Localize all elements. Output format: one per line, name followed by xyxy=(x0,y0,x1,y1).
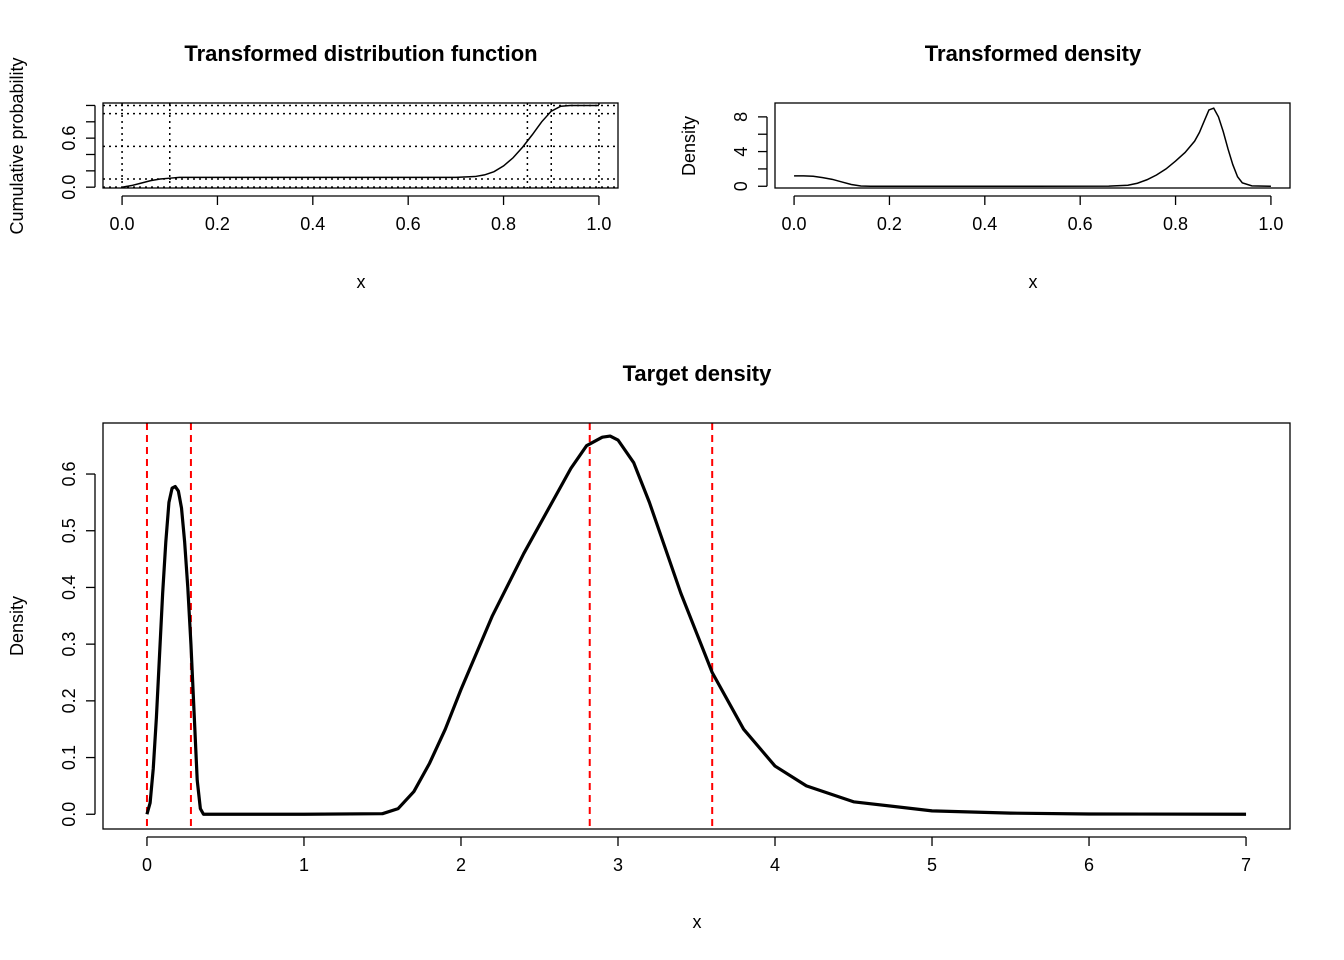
target-y-tick-label-5: 0.5 xyxy=(59,518,79,543)
tdens-y-tick-label-4: 8 xyxy=(731,112,751,122)
cdf-y-label: Cumulative probability xyxy=(7,57,27,234)
cdf-x-tick-label-2: 0.4 xyxy=(300,214,325,234)
cdf-title: Transformed distribution function xyxy=(184,41,537,66)
cdf-x-tick-label-0: 0.0 xyxy=(110,214,135,234)
tdens-x-tick-label-2: 0.4 xyxy=(972,214,997,234)
cdf-panel: Transformed distribution function 0.0 0.2… xyxy=(7,41,619,292)
tdens-x-axis: 0.0 0.2 0.4 0.6 0.8 1.0 xyxy=(782,195,1283,234)
tdens-x-tick-label-3: 0.6 xyxy=(1068,214,1093,234)
tdens-title: Transformed density xyxy=(925,41,1142,66)
target-x-tick-label-7: 7 xyxy=(1241,855,1251,875)
target-y-tick-label-6: 0.6 xyxy=(59,462,79,487)
target-x-label: x xyxy=(693,912,702,932)
target-y-tick-label-2: 0.2 xyxy=(59,688,79,713)
cdf-x-axis: 0.0 0.2 0.4 0.6 0.8 1.0 xyxy=(110,195,611,234)
cdf-y-axis: 0.0 0.6 xyxy=(59,104,96,200)
tdens-y-tick-label-0: 0 xyxy=(731,181,751,191)
tdens-plot-frame xyxy=(774,102,1291,189)
target-x-tick-label-4: 4 xyxy=(770,855,780,875)
cdf-y-tick-label-3: 0.6 xyxy=(59,126,79,151)
target-plot-frame xyxy=(102,422,1291,830)
cdf-plot-frame xyxy=(102,102,619,189)
target-vlines xyxy=(145,423,714,829)
cdf-x-tick-label-5: 1.0 xyxy=(586,214,611,234)
target-series-line xyxy=(145,434,1247,816)
target-x-tick-label-5: 5 xyxy=(927,855,937,875)
tdens-x-tick-label-0: 0.0 xyxy=(782,214,807,234)
cdf-x-tick-label-3: 0.6 xyxy=(396,214,421,234)
tdens-x-tick-label-5: 1.0 xyxy=(1258,214,1283,234)
target-x-tick-label-2: 2 xyxy=(456,855,466,875)
target-x-tick-label-1: 1 xyxy=(299,855,309,875)
cdf-x-tick-label-1: 0.2 xyxy=(205,214,230,234)
tdens-x-tick-label-4: 0.8 xyxy=(1163,214,1188,234)
target-y-tick-label-1: 0.1 xyxy=(59,745,79,770)
target-y-axis: 0.0 0.1 0.2 0.3 0.4 0.5 0.6 xyxy=(59,462,96,827)
cdf-x-tick-label-4: 0.8 xyxy=(491,214,516,234)
target-title: Target density xyxy=(623,361,773,386)
tdens-y-axis: 0 4 8 xyxy=(731,112,768,191)
target-x-tick-label-6: 6 xyxy=(1084,855,1094,875)
cdf-y-tick-label-0: 0.0 xyxy=(59,175,79,200)
tdens-x-tick-label-1: 0.2 xyxy=(877,214,902,234)
target-y-tick-label-3: 0.3 xyxy=(59,632,79,657)
target-x-axis: 0 1 2 3 4 5 6 7 xyxy=(142,836,1251,875)
transformed-density-panel: Transformed density 0.0 0.2 0.4 0.6 0.8 1.0 0… xyxy=(679,41,1291,292)
target-y-label: Density xyxy=(7,596,27,656)
cdf-series-line xyxy=(121,104,599,188)
tdens-y-label: Density xyxy=(679,116,699,176)
cdf-grid xyxy=(103,103,618,188)
cdf-x-label: x xyxy=(357,272,366,292)
tdens-series-line xyxy=(794,107,1271,188)
target-x-tick-label-0: 0 xyxy=(142,855,152,875)
tdens-y-tick-label-2: 4 xyxy=(731,147,751,157)
target-x-tick-label-3: 3 xyxy=(613,855,623,875)
tdens-x-label: x xyxy=(1029,272,1038,292)
target-y-tick-label-4: 0.4 xyxy=(59,575,79,600)
target-y-tick-label-0: 0.0 xyxy=(59,802,79,827)
